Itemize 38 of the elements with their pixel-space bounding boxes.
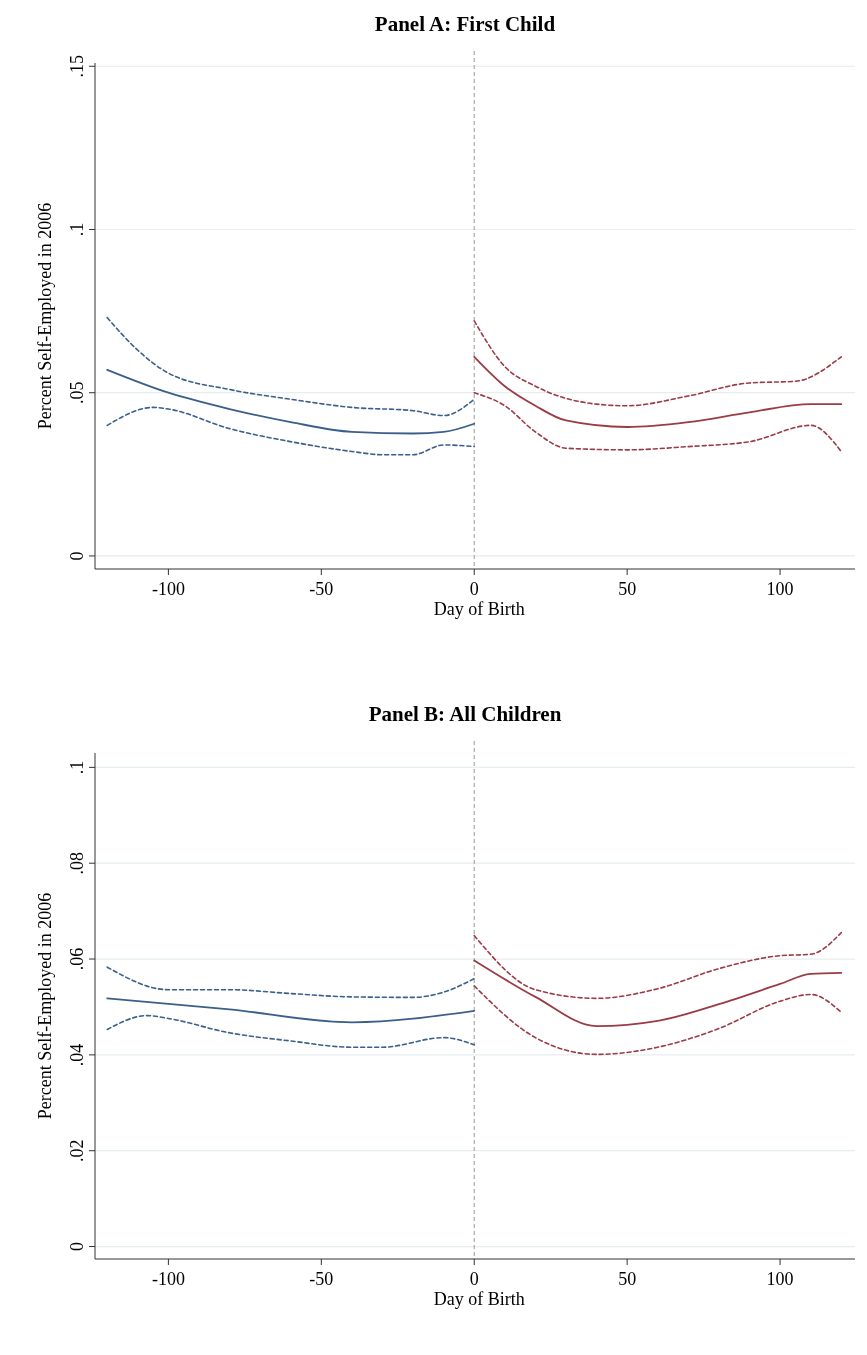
x-axis-title: Day of Birth [433,599,525,619]
y-tick-label: .02 [67,1139,87,1162]
y-axis-title: Percent Self-Employed in 2006 [35,892,55,1120]
x-tick-label: 100 [766,1269,794,1289]
line-series [473,985,843,1056]
x-tick-label: -100 [151,579,185,599]
x-tick-label: 100 [766,579,794,599]
x-tick-label: 0 [469,579,479,599]
line-series [473,959,843,1028]
x-tick-label: 50 [618,1269,637,1289]
x-tick-label: 50 [618,579,637,599]
x-tick-label: 0 [469,1269,479,1289]
line-series [106,966,476,999]
line-series [106,316,476,417]
x-axis-title: Day of Birth [433,1289,525,1309]
line-series [106,997,476,1024]
line-series [473,320,843,407]
line-series [473,355,843,428]
chart-title: Panel A: First Child [374,12,556,36]
y-tick-label: .08 [67,851,87,875]
y-axis-title: Percent Self-Employed in 2006 [35,202,55,430]
y-tick-label: .06 [67,947,87,971]
line-series [106,1014,476,1049]
y-tick-label: .15 [67,55,87,78]
x-tick-label: -50 [309,1269,334,1289]
chart-title: Panel B: All Children [368,702,562,726]
line-series [473,931,843,1000]
line-series [106,368,476,435]
y-tick-label: .05 [67,381,87,404]
x-tick-label: -50 [309,579,334,599]
line-series [473,391,843,453]
line-series [106,406,476,456]
y-tick-label: 0 [67,551,87,561]
y-tick-label: .1 [67,760,87,775]
y-tick-label: .04 [67,1043,87,1067]
x-tick-label: -100 [151,1269,185,1289]
y-tick-label: .1 [67,222,87,237]
y-tick-label: 0 [67,1242,87,1252]
